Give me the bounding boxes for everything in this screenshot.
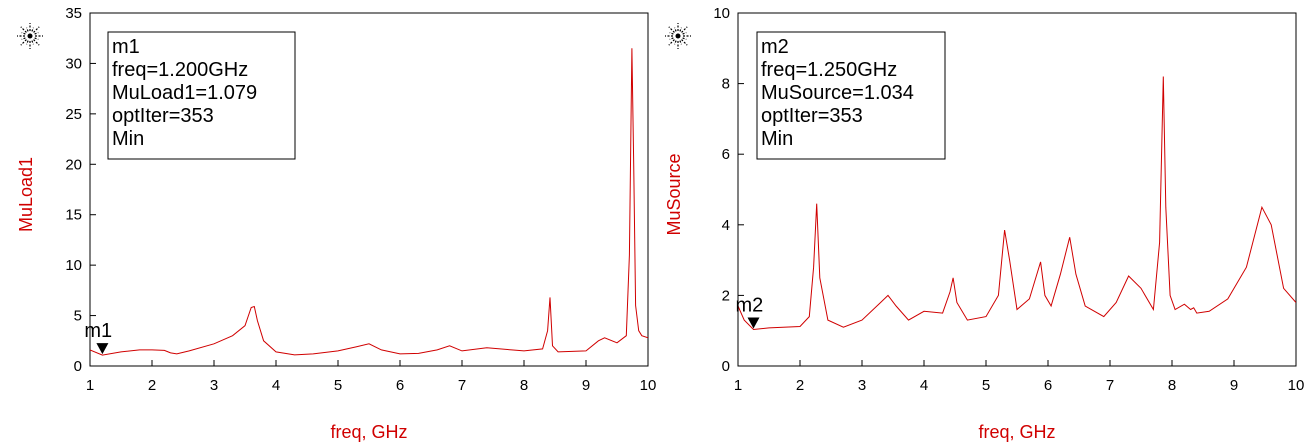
marker-readout-line: freq=1.200GHz — [112, 59, 248, 81]
y-tick-label: 10 — [713, 5, 730, 22]
y-tick-label: 2 — [722, 287, 730, 304]
x-tick-label: 7 — [1106, 377, 1114, 394]
x-tick-label: 6 — [1044, 377, 1052, 394]
logo-ray — [674, 27, 677, 32]
y-tick-label: 35 — [65, 5, 82, 22]
logo-ray — [26, 27, 29, 32]
logo-ray — [31, 27, 34, 32]
marker-readout-line: optIter=353 — [761, 105, 863, 127]
logo-ray — [33, 39, 40, 46]
y-tick-label: 15 — [65, 207, 82, 224]
logo-ray — [682, 37, 687, 40]
y-tick-label: 30 — [65, 55, 82, 72]
x-tick-label: 2 — [148, 377, 156, 394]
x-axis-label: freq, GHz — [330, 422, 407, 442]
marker-triangle — [96, 343, 109, 355]
logo-ray — [674, 40, 677, 45]
logo-ray — [31, 40, 34, 45]
x-tick-label: 5 — [982, 377, 990, 394]
marker-readout-line: optIter=353 — [112, 105, 214, 127]
logo-ray — [681, 39, 688, 46]
logo-ray — [34, 32, 39, 35]
y-tick-label: 0 — [722, 358, 730, 375]
x-tick-label: 1 — [734, 377, 742, 394]
y-axis-label: MuLoad1 — [16, 157, 36, 232]
starburst-logo-icon — [665, 23, 691, 49]
x-tick-label: 10 — [1288, 377, 1305, 394]
y-tick-label: 6 — [722, 146, 730, 163]
y-tick-label: 8 — [722, 76, 730, 93]
data-series-line — [738, 76, 1296, 331]
logo-ray — [679, 40, 682, 45]
x-tick-label: 8 — [520, 377, 528, 394]
x-tick-label: 4 — [920, 377, 928, 394]
logo-ray — [681, 26, 688, 33]
marker-readout-line: Min — [761, 128, 793, 150]
y-tick-label: 5 — [74, 308, 82, 325]
y-tick-label: 10 — [65, 257, 82, 274]
logo-ray — [668, 39, 675, 46]
x-tick-label: 3 — [210, 377, 218, 394]
starburst-logo-icon — [17, 23, 43, 49]
marker-readout-line: Min — [112, 128, 144, 150]
logo-ray — [21, 32, 26, 35]
marker-triangle — [747, 317, 760, 329]
marker-readout-line: m2 — [761, 36, 789, 58]
logo-center — [27, 33, 33, 39]
x-tick-label: 6 — [396, 377, 404, 394]
logo-ray — [33, 26, 40, 33]
y-tick-label: 25 — [65, 106, 82, 123]
y-tick-label: 4 — [722, 217, 730, 234]
marker-label: m2 — [736, 294, 764, 316]
logo-ray — [669, 37, 674, 40]
chart-muload1: 1 2 3 4 5 6 7 8 9 10 0 5 10 15 20 25 30 35 freq, GHz MuLoad… — [16, 5, 656, 442]
y-tick-label: 0 — [74, 358, 82, 375]
x-axis-label: freq, GHz — [978, 422, 1055, 442]
logo-ray — [21, 37, 26, 40]
plot-frame — [737, 12, 1297, 367]
logo-ray — [669, 32, 674, 35]
marker-readout-line: MuSource=1.034 — [761, 82, 914, 104]
x-tick-label: 1 — [86, 377, 94, 394]
logo-ray — [668, 26, 675, 33]
x-tick-label: 2 — [796, 377, 804, 394]
logo-ray — [679, 27, 682, 32]
logo-center — [675, 33, 681, 39]
x-tick-label: 3 — [858, 377, 866, 394]
y-tick-label: 20 — [65, 156, 82, 173]
logo-ray — [26, 40, 29, 45]
marker-label: m1 — [84, 320, 112, 342]
plot-frame — [89, 12, 649, 367]
marker-readout-line: MuLoad1=1.079 — [112, 82, 257, 104]
x-tick-label: 5 — [334, 377, 342, 394]
x-tick-label: 9 — [1230, 377, 1238, 394]
y-axis-label: MuSource — [664, 153, 684, 235]
marker-readout-box — [107, 31, 296, 160]
x-tick-label: 8 — [1168, 377, 1176, 394]
logo-ray — [34, 37, 39, 40]
marker-readout-line: freq=1.250GHz — [761, 59, 897, 81]
logo-ray — [20, 26, 27, 33]
marker-readout-line: m1 — [112, 36, 140, 58]
x-tick-label: 4 — [272, 377, 280, 394]
marker-readout-box — [756, 31, 946, 160]
x-tick-label: 7 — [458, 377, 466, 394]
x-tick-label: 10 — [640, 377, 657, 394]
x-tick-label: 9 — [582, 377, 590, 394]
logo-ray — [682, 32, 687, 35]
logo-ray — [20, 39, 27, 46]
data-series-line — [90, 48, 648, 356]
